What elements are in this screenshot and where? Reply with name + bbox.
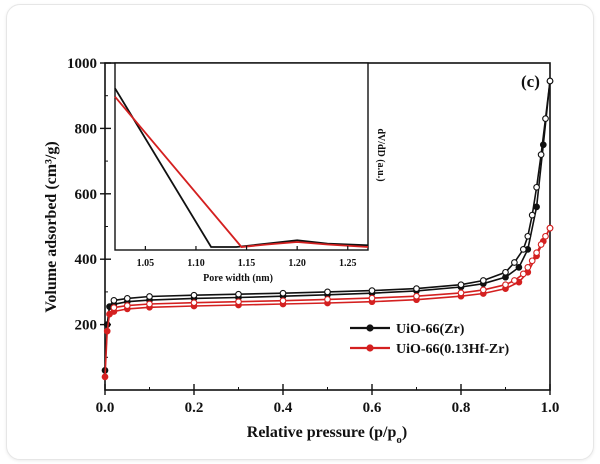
series-0-desorption-point	[528, 211, 536, 219]
series-0-desorption-point	[533, 183, 540, 191]
y-tick-label: 800	[75, 121, 98, 137]
y-tick-label: 600	[75, 187, 98, 203]
series-1-desorption-point	[524, 264, 532, 271]
inset-x-tick-label: 1.10	[187, 258, 205, 269]
series-0-desorption-point	[537, 151, 545, 158]
series-0-desorption-point	[146, 293, 153, 300]
y-axis-label: Volume adsorbed (cm³/g)	[43, 141, 60, 312]
legend-marker-hf	[366, 344, 374, 352]
inset-x-tick-label: 1.15	[238, 258, 256, 269]
series-1-desorption-point	[528, 257, 536, 265]
inset-xlabel: Pore width (nm)	[203, 273, 273, 284]
x-tick-label: 0.6	[363, 400, 382, 416]
series-1-desorption-point	[479, 286, 487, 294]
series-1-desorption-point	[279, 297, 287, 305]
series-1-adsorption-point	[103, 327, 111, 335]
x-axis: 0.0 0.2 0.4 0.6 0.8 1.0	[96, 384, 560, 416]
series-0-desorption-point	[511, 259, 518, 266]
y-axis: 200 400 600 800 1000	[67, 56, 111, 358]
legend-label-zr: UiO-66(Zr)	[396, 322, 465, 337]
x-tick-label: 1.0	[541, 400, 560, 416]
series-0-desorption-point	[123, 295, 131, 302]
series-1-desorption-point	[368, 294, 376, 302]
series-0-desorption-point	[190, 291, 198, 299]
x-axis-label-subscript: o	[396, 434, 402, 446]
series-0-desorption-line	[113, 80, 551, 302]
x-tick-label: 0.4	[274, 400, 293, 416]
series-1-adsorption-point	[101, 373, 109, 381]
series-1-desorption-point	[457, 289, 465, 297]
series-1-desorption-point	[123, 302, 131, 309]
y-tick-label: 200	[75, 318, 98, 334]
x-axis-label: Relative pressure (p/po)	[247, 424, 407, 446]
x-tick-label: 0.0	[96, 400, 115, 416]
series-0-desorption-point	[524, 232, 532, 240]
x-tick-label: 0.8	[452, 400, 471, 416]
series-0-adsorption-point	[533, 203, 540, 211]
inset-x-tick-label: 1.25	[339, 258, 357, 269]
series-1-desorption-point	[542, 232, 549, 240]
y-tick-label: 1000	[67, 56, 97, 72]
series-1-desorption-point	[146, 300, 153, 308]
series-0-desorption-point	[279, 289, 287, 297]
series-0-desorption-point	[235, 290, 242, 298]
series-layer	[101, 77, 554, 381]
series-1-desorption-point	[324, 296, 331, 303]
series-1-desorption-point	[546, 224, 554, 232]
panel-label: (c)	[521, 72, 540, 91]
series-1-desorption-point	[533, 249, 540, 257]
series-0-desorption-point	[457, 281, 465, 289]
inset-series-1-line	[114, 96, 369, 248]
series-0-desorption-point	[546, 77, 554, 85]
series-0-desorption-point	[479, 277, 487, 284]
series-0-desorption-point	[324, 288, 331, 296]
series-0-desorption-point	[413, 285, 420, 292]
series-0-desorption-point	[519, 246, 527, 253]
x-tick-label: 0.2	[185, 400, 204, 416]
series-1-desorption-point	[502, 281, 509, 289]
series-0-desorption-point	[368, 287, 376, 294]
series-0-desorption-point	[110, 297, 118, 304]
inset-x-tick-label: 1.20	[288, 258, 306, 269]
series-1-desorption-point	[235, 298, 242, 306]
series-1-desorption-point	[537, 241, 545, 248]
series-1-desorption-point	[110, 304, 118, 311]
series-0-desorption-point	[542, 115, 549, 122]
series-1-desorption-point	[190, 299, 198, 307]
y-tick-label: 400	[75, 252, 98, 268]
inset-x-axis: 1.05 1.10 1.15 1.20 1.25	[137, 246, 357, 269]
series-0-adsorption-point	[515, 264, 523, 271]
series-0-desorption-point	[502, 268, 509, 276]
inset-x-tick-label: 1.05	[137, 258, 155, 269]
inset-layer	[114, 87, 369, 248]
series-1-desorption-point	[413, 292, 420, 300]
inset-background	[114, 62, 369, 251]
legend: UiO-66(Zr) UiO-66(0.13Hf-Zr)	[350, 322, 509, 357]
legend-marker-zr	[366, 324, 374, 332]
series-1-desorption-point	[511, 277, 518, 284]
legend-label-hf: UiO-66(0.13Hf-Zr)	[396, 342, 509, 357]
inset-ylabel: dV/dD (a.u.)	[375, 128, 386, 181]
series-1-desorption-point	[519, 270, 527, 278]
